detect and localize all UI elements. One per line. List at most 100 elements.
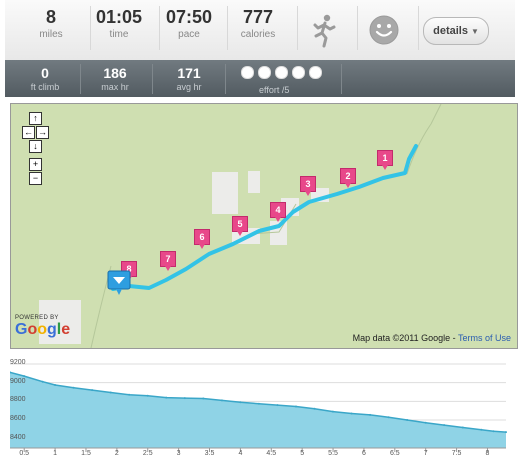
- elevation-plot: [10, 363, 507, 452]
- zoom-out-button[interactable]: −: [29, 172, 42, 185]
- stat-time-value: 01:05: [95, 7, 143, 27]
- x-tick-label: 6: [361, 450, 366, 457]
- divider: [227, 6, 228, 50]
- map-trail: [406, 104, 442, 175]
- divider: [297, 6, 298, 50]
- effort-dot-1[interactable]: [241, 66, 254, 79]
- elevation-point: [10, 371, 11, 374]
- pan-down-button[interactable]: ↓: [29, 140, 42, 153]
- map-attribution-text: Map data ©2011 Google -: [352, 333, 458, 343]
- stat-avg-hr-label: avg hr: [176, 82, 202, 92]
- runner-icon: [313, 14, 336, 48]
- mile-marker-4[interactable]: 4: [270, 202, 286, 222]
- map-building: [39, 300, 81, 344]
- route-map[interactable]: ↑ ← → ↓ + − 1 2 3 4 5 6 7 8 POWERED BY G…: [10, 103, 518, 349]
- route-line: [111, 144, 418, 291]
- stat-pace: 07:50 pace: [158, 6, 220, 42]
- stat-distance-value: 8: [45, 7, 56, 27]
- stat-ft-climb-value: 0: [41, 65, 49, 81]
- divider: [159, 6, 160, 50]
- stat-calories: 777 calories: [228, 6, 288, 42]
- mile-marker-1[interactable]: 1: [377, 150, 393, 170]
- elevation-point: [257, 402, 260, 405]
- pan-up-button[interactable]: ↑: [29, 112, 42, 125]
- stat-ft-climb-label: ft climb: [30, 82, 60, 92]
- divider: [90, 6, 91, 50]
- powered-by-label: POWERED BY: [15, 315, 59, 321]
- elevation-point: [202, 397, 205, 400]
- x-tick-label: 6.5: [389, 450, 400, 457]
- elevation-point: [128, 393, 131, 396]
- stat-time-label: time: [109, 29, 129, 40]
- elevation-point: [295, 405, 297, 408]
- stat-max-hr-label: max hr: [101, 82, 129, 92]
- stat-avg-hr-value: 171: [177, 65, 201, 81]
- mile-marker-5[interactable]: 5: [232, 216, 248, 236]
- divider: [80, 64, 81, 94]
- mile-marker-2[interactable]: 2: [340, 168, 356, 188]
- pan-right-button[interactable]: →: [36, 126, 49, 139]
- effort-dot-4[interactable]: [292, 66, 305, 79]
- divider: [357, 6, 358, 50]
- stat-max-hr-value: 186: [103, 65, 127, 81]
- elevation-point: [443, 424, 446, 427]
- mile-marker-7[interactable]: 7: [160, 251, 176, 271]
- map-building: [212, 172, 238, 214]
- elevation-point: [350, 412, 353, 415]
- mile-marker-3[interactable]: 3: [300, 176, 316, 196]
- x-tick-label: 5.5: [328, 450, 338, 457]
- y-tick-label: 8800: [10, 396, 26, 404]
- elevation-point: [54, 384, 57, 386]
- map-canvas: [11, 104, 517, 348]
- x-tick-label: 2.5: [142, 450, 153, 457]
- pan-left-button[interactable]: ←: [22, 126, 35, 139]
- caret-down-icon: ▼: [470, 27, 479, 36]
- x-tick-label: 1: [53, 450, 58, 457]
- details-button[interactable]: details ▼: [423, 17, 489, 45]
- effort-dot-2[interactable]: [258, 66, 271, 79]
- stat-distance-label: miles: [39, 29, 63, 40]
- x-tick-label: 4: [238, 450, 243, 457]
- x-tick-label: 7.5: [451, 450, 462, 457]
- elevation-point: [72, 386, 75, 389]
- stat-pace-label: pace: [178, 29, 200, 40]
- smiley-icon[interactable]: [368, 14, 400, 46]
- elevation-point: [239, 401, 242, 404]
- elevation-point: [276, 404, 279, 407]
- x-tick-label: 3.5: [204, 450, 215, 457]
- effort-rating[interactable]: [241, 66, 326, 84]
- elevation-point: [406, 419, 409, 421]
- stat-ft-climb: 0 ft climb: [19, 65, 71, 93]
- divider: [152, 64, 153, 94]
- elevation-point: [146, 394, 149, 397]
- zoom-in-button[interactable]: +: [29, 158, 42, 171]
- elevation-point: [332, 410, 334, 413]
- stat-pace-value: 07:50: [165, 7, 213, 27]
- elevation-point: [480, 428, 483, 431]
- elevation-point: [369, 413, 372, 416]
- stat-calories-value: 777: [242, 7, 274, 27]
- y-tick-label: 8400: [10, 433, 26, 441]
- effort-dot-3[interactable]: [275, 66, 288, 79]
- x-tick-label: 1.5: [81, 450, 91, 457]
- elevation-point: [109, 391, 112, 394]
- x-tick-label: 4.5: [266, 450, 277, 457]
- x-tick-label: 3: [176, 450, 181, 457]
- effort-dot-5[interactable]: [309, 66, 322, 79]
- elevation-point: [91, 389, 94, 392]
- position-marker-icon[interactable]: [107, 270, 131, 296]
- elevation-point: [23, 375, 26, 378]
- mile-marker-6[interactable]: 6: [194, 229, 210, 249]
- y-tick-label: 9000: [10, 377, 26, 385]
- google-logo: Google: [15, 321, 71, 338]
- terms-of-use-link[interactable]: Terms of Use: [457, 333, 511, 343]
- elevation-point: [492, 430, 495, 433]
- x-tick-label: 0.5: [19, 450, 30, 457]
- stat-distance: 8 miles: [21, 6, 81, 42]
- elevation-point: [424, 421, 427, 424]
- elevation-point: [220, 399, 223, 402]
- elevation-area: [10, 372, 506, 448]
- stat-time: 01:05 time: [89, 6, 149, 42]
- stat-avg-hr: 171 avg hr: [163, 65, 215, 93]
- divider: [418, 6, 419, 50]
